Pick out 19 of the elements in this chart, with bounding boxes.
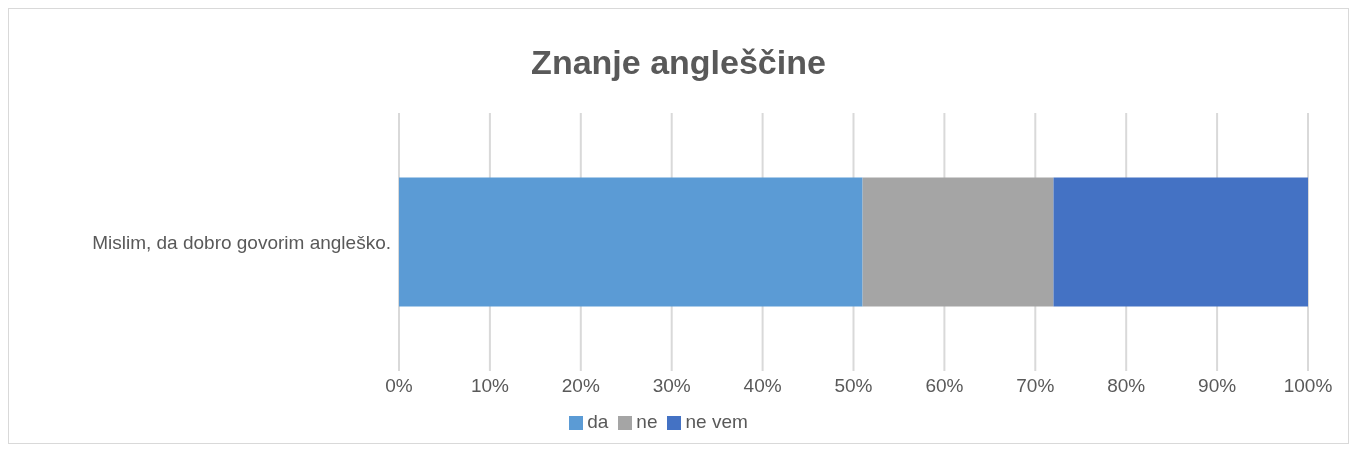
x-tick-label: 50% (834, 375, 873, 397)
bar (1053, 177, 1308, 307)
x-tick-label: 80% (1107, 375, 1146, 397)
x-tick-label: 30% (652, 375, 691, 397)
x-tick-label: 90% (1198, 375, 1237, 397)
legend-label: ne vem (685, 411, 748, 432)
x-tick-label: 0% (385, 375, 413, 397)
x-tick-label: 100% (1283, 375, 1333, 397)
x-tick-label: 20% (561, 375, 600, 397)
x-tick-label: 10% (470, 375, 510, 397)
x-tick-label: 40% (743, 375, 782, 397)
y-tick-label: Mislim, da dobro govorim angleško. (92, 231, 391, 253)
bar (862, 177, 1054, 307)
x-tick-label: 60% (925, 375, 964, 397)
bar (399, 177, 863, 307)
legend-label: da (587, 411, 609, 432)
legend-label: ne (636, 411, 658, 432)
chart-title: Znanje angleščine (530, 42, 827, 83)
x-tick-label: 70% (1016, 375, 1055, 397)
